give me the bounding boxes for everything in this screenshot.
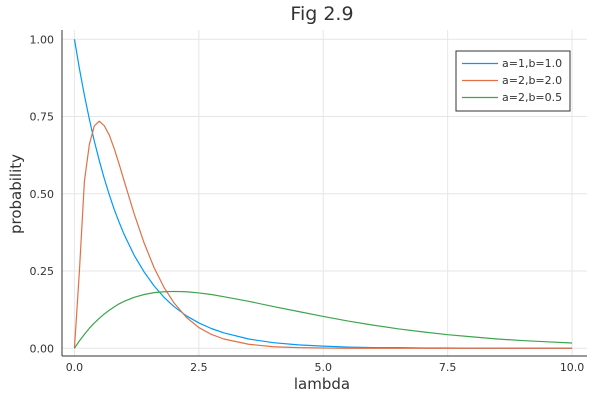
y-tick-label-3: 0.75	[30, 111, 55, 124]
y-tick-labels: 0.00 0.25 0.50 0.75 1.00	[30, 33, 55, 355]
y-tick-label-1: 0.25	[30, 265, 55, 278]
legend-label-3: a=2,b=0.5	[502, 91, 562, 104]
x-tick-label-4: 10.0	[560, 361, 585, 374]
x-axis-label: lambda	[294, 375, 350, 393]
legend-entry-2: a=2,b=2.0	[462, 74, 562, 87]
x-tick-labels: 0.0 2.5 5.0 7.5 10.0	[66, 361, 585, 374]
legend-label-2: a=2,b=2.0	[502, 74, 562, 87]
series-lines	[73, 39, 573, 349]
series-line-2	[73, 120, 573, 349]
x-tick-label-3: 7.5	[439, 361, 457, 374]
y-tick-label-2: 0.50	[30, 188, 55, 201]
legend-entry-3: a=2,b=0.5	[462, 91, 562, 104]
x-tick-label-0: 0.0	[66, 361, 84, 374]
chart-title: Fig 2.9	[290, 3, 353, 25]
legend-box	[455, 50, 571, 112]
x-tick-label-1: 2.5	[190, 361, 208, 374]
x-tick-label-2: 5.0	[315, 361, 333, 374]
series-line-3	[73, 290, 573, 349]
y-tick-label-4: 1.00	[30, 33, 55, 46]
y-axis-label: probability	[7, 154, 25, 234]
legend-label-1: a=1,b=1.0	[502, 57, 562, 70]
legend: a=1,b=1.0 a=2,b=2.0 a=2,b=0.5	[455, 50, 571, 112]
legend-entry-1: a=1,b=1.0	[462, 57, 562, 70]
y-tick-label-0: 0.00	[30, 342, 55, 355]
x-gridlines	[73, 30, 573, 356]
